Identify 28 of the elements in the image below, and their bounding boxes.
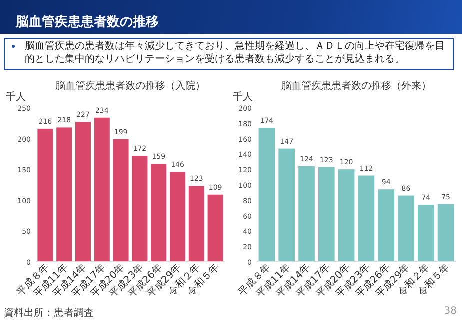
bar (94, 118, 110, 262)
chart-title: 脳血管疾患患者数の推移（外来） (282, 80, 432, 92)
y-axis-title: 千人 (6, 91, 26, 103)
bar (188, 186, 204, 262)
bar (170, 172, 186, 262)
text: 38 (444, 306, 457, 317)
bar (132, 156, 148, 262)
text: 資料出所：患者調査 (4, 307, 94, 319)
chart-title: 脳血管疾患患者数の推移（入院） (56, 80, 206, 92)
bar (278, 148, 296, 262)
bar (438, 204, 454, 262)
bar (76, 122, 91, 262)
bar (38, 128, 54, 262)
bar (338, 170, 355, 262)
bar (418, 205, 434, 262)
y-axis-title: 千人 (233, 91, 253, 103)
bar (113, 139, 129, 262)
bar (151, 164, 167, 262)
bar (318, 167, 335, 262)
text: 脳血管疾患の患者数は年々減少してきており、急性期を経過し、ＡＤＬの向上や在宅復帰を目的とした集中的なリハビリテーションを受ける患者数も減少することが見込まれる。 (25, 41, 445, 65)
bar (258, 128, 276, 262)
bar (398, 196, 414, 262)
bar (358, 176, 375, 262)
bar (378, 190, 395, 262)
text: 脳血管疾患患者数の推移 (16, 15, 159, 31)
bar (56, 128, 72, 262)
bar (298, 166, 315, 262)
bar (208, 194, 224, 262)
